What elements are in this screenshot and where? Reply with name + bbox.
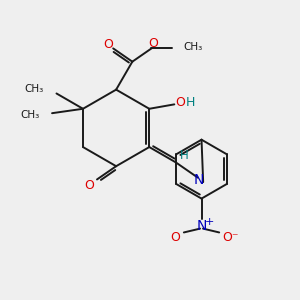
Text: +: + — [205, 217, 214, 227]
Text: N: N — [194, 173, 204, 187]
Text: O: O — [85, 179, 94, 192]
Text: O⁻: O⁻ — [222, 231, 238, 244]
Text: CH₃: CH₃ — [25, 84, 44, 94]
Text: O: O — [175, 96, 185, 110]
Text: H: H — [180, 149, 188, 162]
Text: N: N — [196, 219, 207, 233]
Text: O: O — [148, 37, 158, 50]
Text: H: H — [186, 96, 195, 110]
Text: CH₃: CH₃ — [183, 42, 202, 52]
Text: CH₃: CH₃ — [20, 110, 40, 120]
Text: O: O — [170, 231, 180, 244]
Text: O: O — [103, 38, 113, 51]
